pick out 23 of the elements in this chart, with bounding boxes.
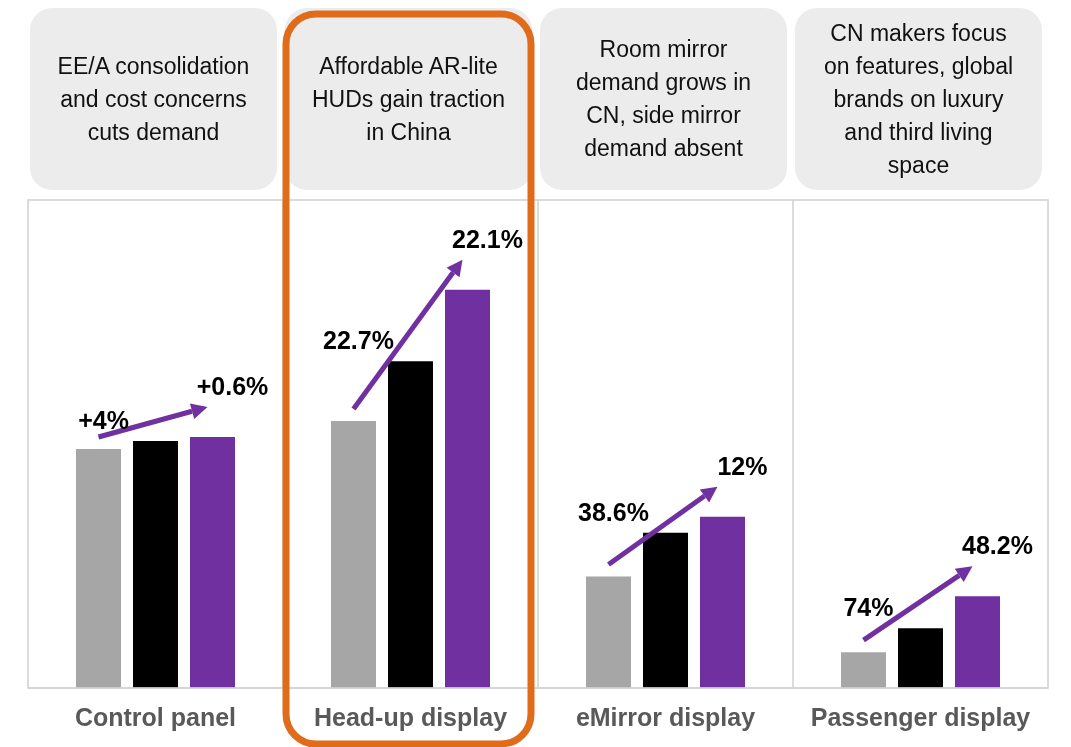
annotation: +4%: [78, 406, 129, 435]
annotation: 22.7%: [323, 326, 394, 355]
bar: [700, 516, 745, 688]
x-tick-label: eMirror display: [575, 702, 756, 731]
bar: [190, 437, 235, 688]
bar: [586, 576, 631, 688]
text: 22.1%: [452, 224, 523, 253]
text: CN makers focus on features, global brands on luxury and third living space: [795, 8, 1042, 190]
x-tick-label: Control panel: [74, 702, 237, 731]
text: EE/A consolidation and cost concerns cuts demand: [30, 8, 277, 190]
annotation: 12%: [717, 451, 768, 480]
annotation: 38.6%: [578, 497, 649, 526]
text: Room mirror demand grows in CN, side mirror demand absent: [540, 8, 787, 190]
text: Affordable AR-lite HUDs gain traction in China: [285, 8, 532, 190]
bar: [841, 652, 886, 688]
x-tick-label: Passenger display: [810, 702, 1031, 731]
annotation: +0.6%: [196, 372, 269, 401]
annotation: 48.2%: [962, 531, 1033, 560]
bar: [445, 289, 490, 688]
bar: [331, 421, 376, 688]
bar: [76, 448, 121, 688]
x-tick-label: Head-up display: [313, 702, 508, 731]
annotation: 74%: [843, 593, 894, 622]
